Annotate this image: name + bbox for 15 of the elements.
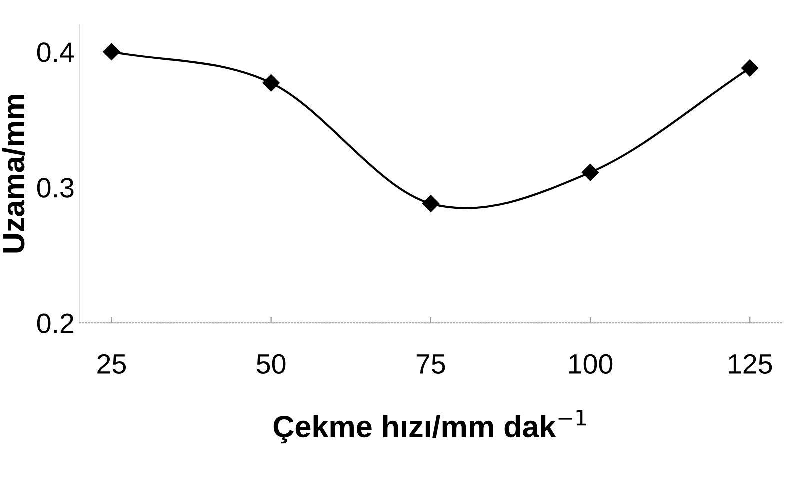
- point: [422, 195, 440, 212]
- x-tick-label: 75: [416, 354, 446, 374]
- point: [582, 164, 600, 182]
- y-tick-label: 0.2: [37, 314, 74, 334]
- x-tick-label: 25: [98, 354, 126, 374]
- x-tick-label: 50: [256, 354, 286, 374]
- x-tick-label: 125: [729, 354, 772, 374]
- point: [262, 74, 280, 92]
- y-axis-title: Uzama/mm: [2, 95, 26, 253]
- point: [742, 60, 759, 77]
- x-axis-title: Çekme hızı/mm dak$^{−1}$: [274, 410, 586, 444]
- y-tick-label: 0.4: [37, 42, 74, 62]
- y-tick-label: 0.3: [37, 178, 74, 198]
- x-tick-label: 100: [569, 354, 613, 374]
- point: [103, 43, 120, 61]
